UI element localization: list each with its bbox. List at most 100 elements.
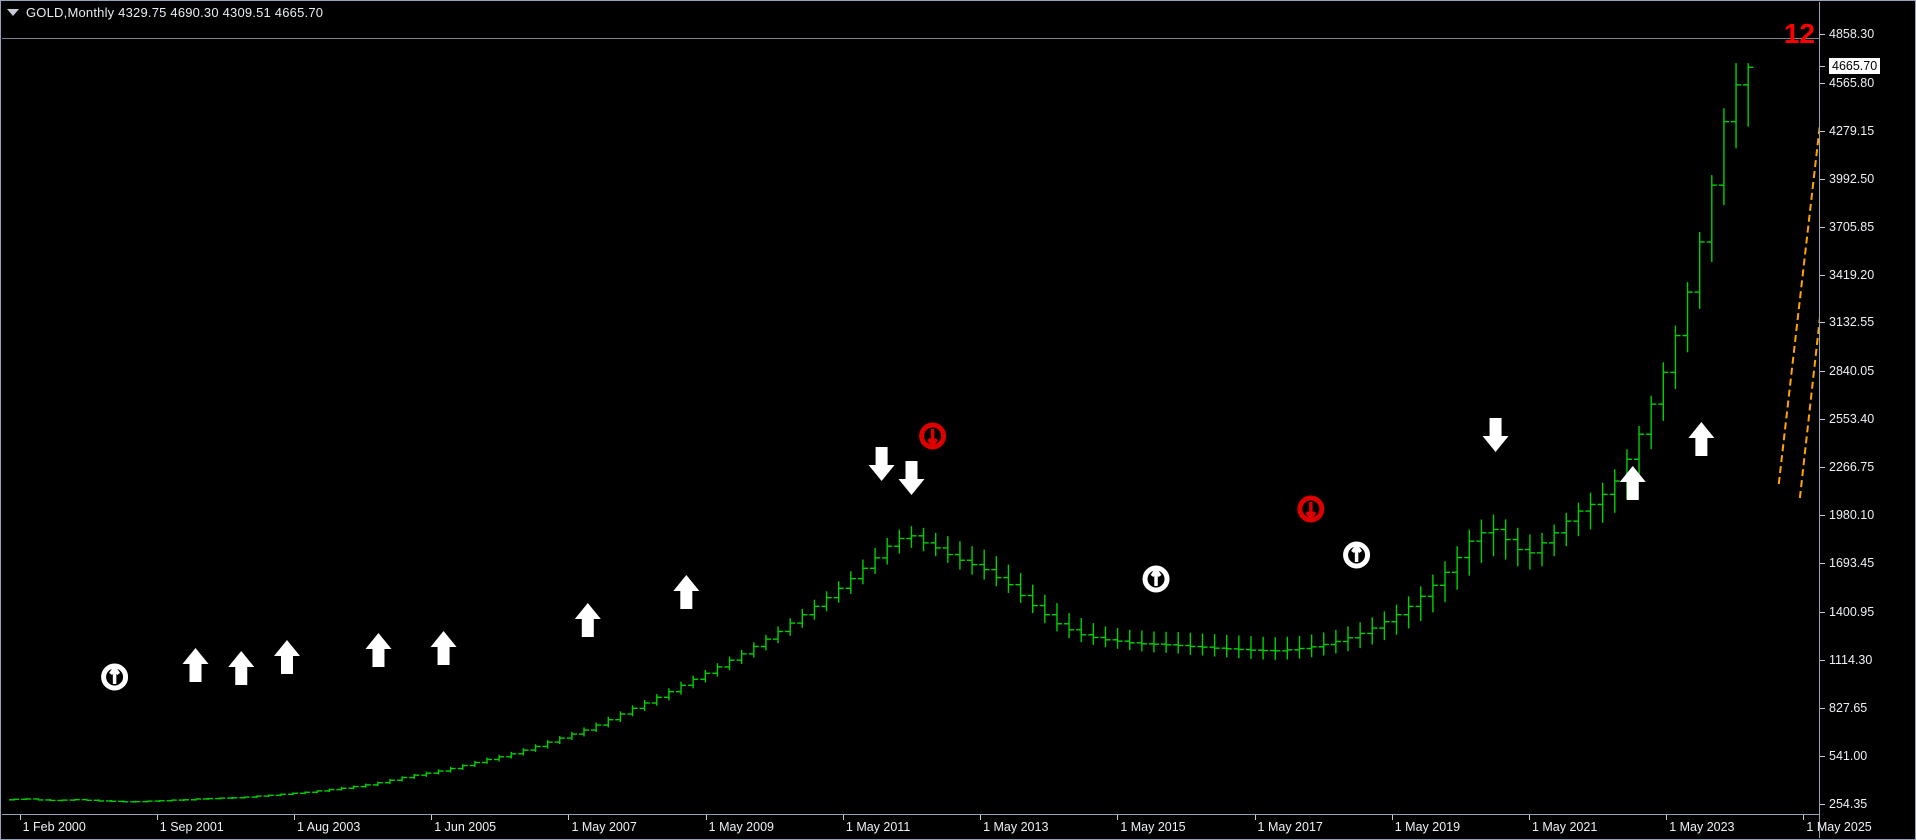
price-axis-tick: 1693.45 [1820,556,1915,571]
omega-stem-icon [1150,566,1162,586]
trendline[interactable] [1798,23,1819,499]
signal-marker-arrow-up[interactable] [1688,422,1715,456]
tick-mark [1391,815,1393,820]
tick-mark [1820,178,1825,180]
price-axis-tick: 2553.40 [1820,412,1915,427]
price-axis-label: 2266.75 [1829,460,1875,475]
time-axis-label: 1 May 2019 [1394,820,1461,834]
signal-marker-arrow-up[interactable] [273,640,300,674]
arrow-up-icon [1619,466,1646,500]
price-axis-tick: 541.00 [1820,749,1915,764]
time-axis-label: 1 Jun 2005 [434,820,497,834]
time-axis-label: 1 May 2015 [1120,820,1186,834]
tick-mark [431,815,433,820]
price-axis-label: 1400.95 [1829,604,1875,619]
price-axis-tick: 3419.20 [1820,268,1915,283]
price-axis-tick: 254.35 [1820,797,1915,812]
price-axis-label: 4665.70 [1829,58,1881,75]
price-axis-tick: 4279.15 [1820,124,1915,139]
price-axis-tick: 3132.55 [1820,315,1915,330]
tick-mark [1820,563,1825,564]
signal-marker-arrow-up[interactable] [574,603,601,637]
tick-mark [980,815,982,820]
time-axis-label: 1 May 2007 [571,820,637,834]
price-tag-current: 4665.70 [1820,58,1915,75]
tick-mark [1820,371,1825,373]
signal-marker-omega-sell[interactable] [1297,495,1325,523]
price-axis-label: 1693.45 [1829,556,1875,570]
price-axis-tick: 3992.50 [1820,172,1915,187]
tick-mark [1666,815,1668,820]
arrow-up-icon [574,603,601,637]
arrow-up-icon [673,575,700,609]
price-axis-tick: 827.65 [1820,701,1915,716]
tick-mark [19,815,21,820]
tick-mark [1820,66,1825,68]
tick-mark [1820,82,1825,84]
chart-plot-area[interactable] [2,23,1819,815]
price-axis-label: 1980.10 [1829,508,1875,523]
tick-mark [1820,707,1825,709]
arrow-up-icon [1688,422,1715,456]
price-axis-label: 4279.15 [1829,123,1875,138]
omega-stem-icon [109,664,121,684]
arrow-up-icon [430,631,457,665]
tick-mark [842,815,844,820]
price-axis-tick: 4858.30 [1820,27,1915,42]
signal-marker-omega-buy[interactable] [1142,565,1170,593]
tick-mark [1820,33,1825,35]
price-axis-label: 3419.20 [1829,267,1875,282]
time-axis-label: 1 May 2009 [708,820,774,834]
arrow-up-icon [182,648,209,682]
tick-mark [1820,226,1825,228]
time-axis[interactable]: 1 Feb 2000 1 Sep 2001 1 Aug 2003 1 Jun 2005… [2,814,1872,838]
price-axis-tick: 2266.75 [1820,460,1915,475]
tick-mark [1820,467,1825,469]
price-axis-tick: 4565.80 [1820,76,1915,91]
signal-marker-arrow-down[interactable] [898,461,925,495]
price-axis-tick: 1400.95 [1820,605,1915,620]
price-axis-label: 3705.85 [1829,219,1875,234]
tick-mark [1820,419,1825,421]
chevron-down-icon[interactable] [7,8,19,16]
time-axis-label: 1 May 2025 [1806,820,1872,834]
tick-mark [1528,815,1530,820]
signal-marker-arrow-up[interactable] [673,575,700,609]
price-axis-label: 2840.05 [1829,364,1875,379]
signal-marker-arrow-up[interactable] [1619,466,1646,500]
tick-mark [156,815,158,820]
crosshair-line [2,38,1819,39]
signal-marker-omega-buy[interactable] [1343,541,1371,569]
signal-marker-arrow-down[interactable] [868,447,895,481]
signal-marker-arrow-up[interactable] [228,651,255,685]
signal-markers-group [101,418,1715,691]
arrow-down-icon [1482,418,1509,452]
tick-mark [1820,755,1825,757]
price-axis-label: 2553.40 [1829,412,1875,427]
arrow-up-icon [228,651,255,685]
signal-marker-arrow-up[interactable] [182,648,209,682]
level-label-12: 12 [1783,18,1815,49]
omega-stem-icon [927,429,939,449]
trendline[interactable] [1777,23,1819,485]
tick-mark [1803,815,1805,820]
signal-marker-arrow-down[interactable] [1482,418,1509,452]
price-axis-label: 1114.30 [1829,652,1873,667]
tick-mark [1254,815,1256,820]
tick-mark [1820,611,1825,613]
trendlines-group [1777,23,1819,499]
price-axis-label: 3992.50 [1829,171,1875,186]
signal-marker-omega-buy[interactable] [101,663,129,691]
tick-mark [1820,659,1825,661]
price-axis-label: 3132.55 [1829,315,1875,330]
time-axis-label: 1 May 2021 [1531,820,1598,834]
signal-marker-omega-sell[interactable] [919,422,947,450]
price-axis[interactable]: 4858.30 4665.70 4565.80 4279.15 3992.50 3705.… [1819,2,1915,838]
tick-mark [1820,322,1825,324]
tick-mark [294,815,296,820]
signal-marker-arrow-up[interactable] [430,631,457,665]
price-axis-tick: 2840.05 [1820,364,1915,379]
signal-marker-arrow-up[interactable] [365,633,392,667]
omega-stem-icon [1351,542,1363,562]
price-axis-label: 541.00 [1829,748,1868,763]
